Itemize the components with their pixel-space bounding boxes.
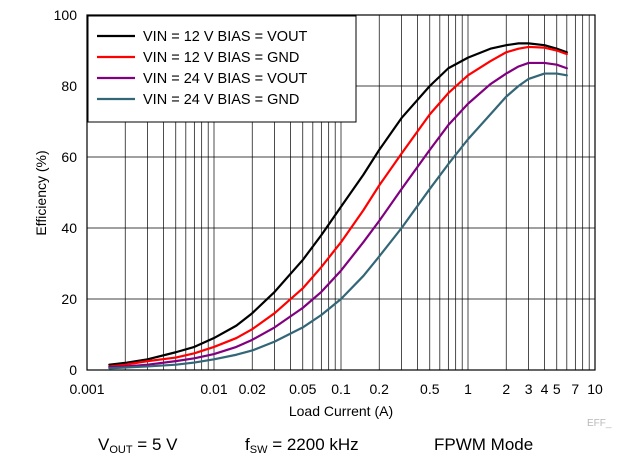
x-tick-label: 1: [464, 381, 472, 397]
x-axis-label: Load Current (A): [289, 403, 393, 419]
series-line-1: [108, 42, 568, 366]
x-tick-label: 10: [587, 381, 603, 397]
test-conditions: VOUT = 5 V fSW = 2200 kHz FPWM Mode: [0, 435, 618, 461]
x-tick-label: 2: [502, 381, 510, 397]
series-lines: [108, 42, 568, 370]
x-tick-label: 7: [571, 381, 579, 397]
y-tick-label: 80: [61, 78, 77, 94]
series-line-2: [108, 45, 568, 368]
legend-box: [87, 15, 357, 123]
x-tick-label: 3: [525, 381, 533, 397]
figure-tag: EFF_: [587, 418, 612, 429]
y-axis-label: Efficiency (%): [33, 150, 49, 235]
y-tick-label: 60: [61, 149, 77, 165]
x-tick-label: 4: [541, 381, 549, 397]
vout-value: = 5 V: [132, 435, 178, 454]
fsw-value: = 2200 kHz: [267, 435, 359, 454]
vout-symbol: V: [98, 435, 110, 454]
fsw-subscript: SW: [249, 444, 268, 456]
x-tick-label: 0.5: [420, 381, 440, 397]
plot-frame: [86, 14, 596, 371]
legend-label-3: VIN = 24 V BIAS = VOUT: [143, 71, 308, 87]
vout-subscript: OUT: [109, 444, 133, 456]
x-tick-label: 0.01: [200, 381, 227, 397]
x-tick-label: 0.001: [69, 381, 104, 397]
y-tick-labels: 0 20 40 60 80 100: [54, 7, 78, 378]
x-tick-label: 0.1: [331, 381, 351, 397]
series-line-4: [108, 72, 568, 370]
series-line-3: [108, 61, 568, 369]
y-tick-label: 20: [61, 291, 77, 307]
x-tick-label: 0.05: [289, 381, 316, 397]
fsw-symbol: f: [245, 435, 250, 454]
fsw-condition: fSW = 2200 kHz: [245, 435, 359, 456]
legend-label-2: VIN = 12 V BIAS = GND: [143, 50, 299, 66]
y-tick-label: 100: [54, 7, 78, 23]
y-tick-label: 40: [61, 220, 77, 236]
x-tick-label: 0.2: [369, 381, 389, 397]
vout-condition: VOUT = 5 V: [98, 435, 177, 456]
y-tick-label: 0: [69, 362, 77, 378]
x-tick-label: 5: [553, 381, 561, 397]
legend-label-4: VIN = 24 V BIAS = GND: [143, 92, 299, 108]
x-tick-labels: 0.001 0.01 0.02 0.05 0.1 0.2 0.5 1 2 3 4 5 7 10: [69, 381, 603, 397]
x-tick-label: 0.02: [239, 381, 266, 397]
mode-condition: FPWM Mode: [434, 435, 534, 454]
legend: VIN = 12 V BIAS = VOUT VIN = 12 V BIAS = …: [87, 15, 357, 123]
efficiency-chart: VIN = 12 V BIAS = VOUT VIN = 12 V BIAS = …: [33, 7, 612, 429]
legend-label-1: VIN = 12 V BIAS = VOUT: [143, 29, 308, 45]
